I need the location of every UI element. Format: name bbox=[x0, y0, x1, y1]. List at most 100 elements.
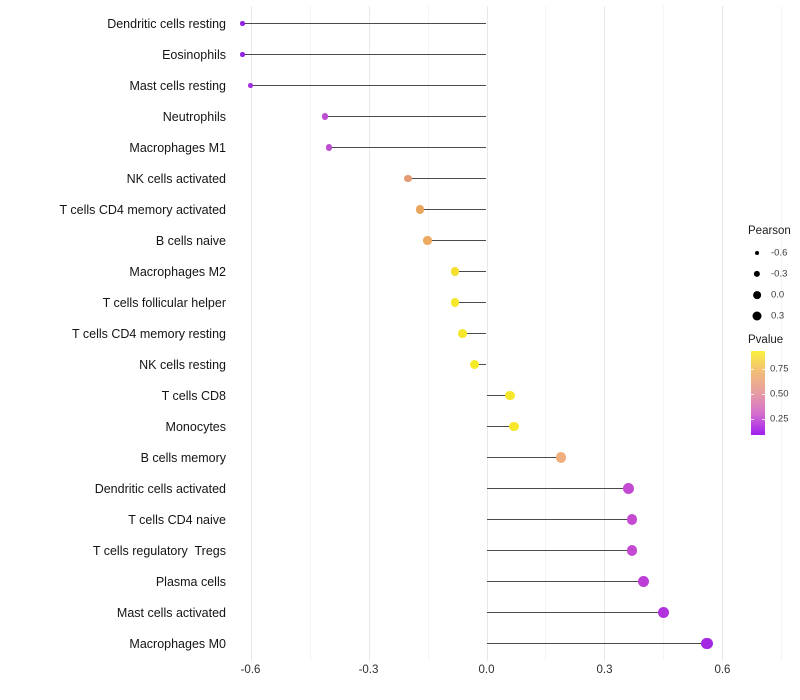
gradient-tick bbox=[751, 419, 754, 421]
category-label: Mast cells activated bbox=[116, 605, 226, 620]
lollipop-point bbox=[505, 390, 515, 401]
gridline-minor bbox=[663, 6, 665, 661]
lollipop-stem bbox=[486, 549, 633, 552]
gradient-tick bbox=[762, 419, 765, 421]
legend-color-label: 0.50 bbox=[770, 388, 789, 400]
gridline-major bbox=[604, 6, 606, 661]
legend-size-dot bbox=[753, 291, 761, 299]
lollipop-point bbox=[626, 514, 638, 525]
legend-color-title: Pvalue bbox=[748, 334, 784, 346]
lollipop-stem bbox=[455, 301, 487, 304]
category-label: NK cells activated bbox=[126, 171, 226, 186]
x-tick-label: -0.3 bbox=[358, 664, 379, 676]
lollipop-point bbox=[458, 329, 468, 338]
category-label: Mast cells resting bbox=[129, 78, 226, 93]
lollipop-stem bbox=[329, 146, 487, 149]
gradient-tick bbox=[751, 368, 754, 370]
category-label: T cells CD4 memory resting bbox=[72, 326, 226, 341]
lollipop-stem bbox=[486, 456, 562, 459]
lollipop-point bbox=[657, 606, 670, 619]
category-label: T cells follicular helper bbox=[102, 295, 226, 310]
lollipop-point bbox=[423, 236, 432, 245]
lollipop-stem bbox=[486, 580, 644, 583]
category-label: T cells regulatory Tregs bbox=[92, 543, 226, 558]
category-label: B cells memory bbox=[140, 450, 226, 465]
legend-size-label: 0.3 bbox=[771, 310, 785, 322]
lollipop-point bbox=[248, 83, 253, 88]
gradient-tick bbox=[762, 368, 765, 370]
lollipop-stem bbox=[242, 22, 487, 25]
category-label: T cells CD4 naive bbox=[128, 512, 226, 527]
lollipop-stem bbox=[419, 208, 487, 211]
legend-size-label: -0.6 bbox=[771, 247, 788, 259]
lollipop-stem bbox=[486, 642, 707, 645]
lollipop-point bbox=[622, 483, 634, 494]
plot-panel bbox=[233, 6, 793, 661]
lollipop-stem bbox=[427, 239, 487, 242]
lollipop-stem bbox=[486, 394, 511, 397]
lollipop-point bbox=[450, 298, 460, 307]
lollipop-stem bbox=[250, 84, 487, 87]
gridline-major bbox=[250, 6, 252, 661]
lollipop-stem bbox=[462, 332, 487, 335]
lollipop-point bbox=[240, 21, 245, 26]
gridline-minor bbox=[545, 6, 547, 661]
lollipop-point bbox=[325, 144, 333, 151]
gridline-minor bbox=[309, 6, 311, 661]
lollipop-stem bbox=[407, 177, 487, 180]
gradient-tick bbox=[762, 394, 765, 396]
category-label: T cells CD8 bbox=[161, 388, 226, 403]
lollipop-point bbox=[626, 545, 638, 556]
gridline-minor bbox=[781, 6, 783, 661]
category-label: Dendritic cells activated bbox=[94, 481, 226, 496]
category-label: Eosinophils bbox=[162, 47, 226, 62]
legend-size-dot bbox=[753, 270, 761, 278]
lollipop-point bbox=[415, 205, 424, 214]
gridline-major bbox=[368, 6, 370, 661]
category-label: Macrophages M2 bbox=[129, 264, 226, 279]
legend-size-dot bbox=[752, 311, 762, 321]
category-label: Monocytes bbox=[165, 419, 226, 434]
category-label: T cells CD4 memory activated bbox=[59, 202, 227, 217]
category-label: Plasma cells bbox=[155, 574, 226, 589]
pvalue-gradient-bar bbox=[751, 351, 765, 435]
lollipop-point bbox=[240, 52, 245, 57]
legend-size-dot bbox=[755, 251, 759, 255]
category-label: B cells naive bbox=[155, 233, 226, 248]
lollipop-stem bbox=[455, 270, 487, 273]
gradient-tick bbox=[751, 394, 754, 396]
x-tick-label: 0.3 bbox=[596, 664, 613, 676]
legend-color-label: 0.75 bbox=[770, 362, 789, 374]
gridline-minor bbox=[427, 6, 429, 661]
lollipop-stem bbox=[486, 425, 515, 428]
category-label: NK cells resting bbox=[139, 357, 226, 372]
lollipop-point bbox=[403, 174, 412, 183]
category-label: Dendritic cells resting bbox=[107, 16, 226, 31]
lollipop-stem bbox=[486, 487, 629, 490]
x-tick-label: 0.6 bbox=[714, 664, 731, 676]
lollipop-point bbox=[470, 360, 480, 369]
lollipop-stem bbox=[242, 53, 487, 56]
x-tick-label: 0.0 bbox=[478, 664, 495, 676]
lollipop-stem bbox=[325, 115, 487, 118]
category-label: Macrophages M1 bbox=[129, 140, 226, 155]
category-label: Macrophages M0 bbox=[129, 636, 226, 651]
lollipop-stem bbox=[474, 363, 487, 366]
lollipop-point bbox=[450, 267, 460, 276]
legend-size-title: Pearson bbox=[748, 225, 791, 237]
lollipop-stem bbox=[486, 611, 664, 614]
gridline-major bbox=[486, 6, 488, 661]
category-label: Neutrophils bbox=[162, 109, 226, 124]
lollipop-point bbox=[700, 637, 713, 650]
legend-color-label: 0.25 bbox=[770, 413, 789, 425]
legend-size-label: -0.3 bbox=[771, 268, 788, 280]
legend-size-label: 0.0 bbox=[771, 289, 785, 301]
lollipop-point bbox=[509, 421, 519, 432]
lollipop-stem bbox=[486, 518, 633, 521]
lollipop-point bbox=[638, 575, 650, 587]
y-axis-labels: Dendritic cells resting Eosinophils Mast c… bbox=[0, 6, 227, 661]
gridline-major bbox=[722, 6, 724, 661]
lollipop-point bbox=[556, 452, 567, 463]
lollipop-point bbox=[321, 113, 329, 120]
